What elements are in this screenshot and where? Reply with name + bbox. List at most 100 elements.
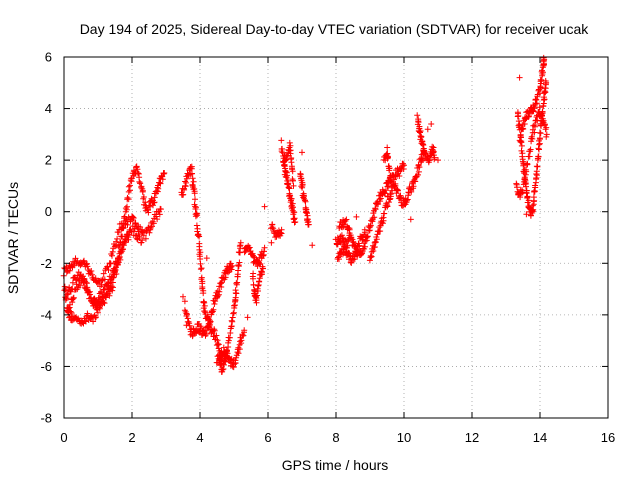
data-point: [514, 184, 520, 191]
data-point: [532, 96, 539, 103]
data-point: [124, 231, 131, 238]
data-point: [527, 212, 534, 219]
data-point: [193, 204, 199, 211]
data-point: [377, 198, 384, 205]
data-point: [191, 190, 198, 197]
data-point: [214, 293, 221, 299]
data-point: [119, 246, 126, 253]
data-point: [125, 231, 132, 238]
data-point: [139, 237, 146, 244]
data-point: [261, 203, 268, 210]
data-point: [101, 286, 108, 293]
data-point: [186, 322, 193, 329]
data-point: [350, 239, 357, 246]
data-point: [183, 179, 190, 186]
data-point: [403, 197, 410, 204]
data-point: [83, 280, 90, 287]
data-point: [199, 284, 206, 290]
data-point: [401, 162, 407, 169]
data-point: [523, 168, 530, 175]
data-point: [136, 178, 143, 185]
data-point: [232, 302, 238, 309]
x-tick-label: 16: [601, 430, 615, 445]
data-point: [299, 182, 306, 189]
data-point: [235, 267, 242, 274]
data-point: [203, 331, 210, 337]
data-point: [361, 229, 368, 236]
data-point: [388, 190, 394, 197]
data-point: [154, 216, 161, 223]
data-point: [108, 275, 115, 281]
data-point: [225, 337, 232, 344]
data-point: [222, 274, 229, 281]
x-tick-label: 2: [128, 430, 135, 445]
data-point: [182, 182, 189, 189]
data-point: [124, 203, 130, 210]
data-point: [155, 185, 162, 192]
data-point: [194, 212, 201, 219]
data-point: [542, 121, 548, 128]
data-point: [156, 211, 163, 218]
data-point: [111, 265, 118, 272]
data-point: [292, 219, 299, 225]
data-point: [109, 252, 115, 259]
data-point: [103, 294, 110, 301]
data-point: [127, 187, 133, 194]
data-point: [214, 359, 221, 366]
data-point: [519, 189, 526, 196]
data-point: [256, 278, 263, 285]
data-point: [82, 285, 89, 292]
data-point: [115, 259, 122, 266]
data-point: [67, 308, 74, 315]
y-tick-label: 6: [45, 50, 52, 65]
data-point: [287, 150, 294, 157]
data-point: [105, 280, 112, 287]
data-point: [415, 118, 422, 125]
data-point: [201, 302, 208, 309]
data-point: [391, 176, 397, 183]
x-tick-label: 8: [332, 430, 339, 445]
data-point: [201, 299, 208, 306]
data-point: [156, 179, 163, 186]
data-point: [346, 226, 353, 233]
data-point: [538, 77, 545, 84]
data-point: [125, 196, 132, 203]
y-tick-label: -2: [40, 256, 52, 271]
data-point: [236, 346, 243, 353]
data-point: [250, 281, 257, 288]
data-point: [193, 222, 200, 229]
x-axis-label: GPS time / hours: [282, 457, 389, 473]
data-point: [235, 344, 242, 351]
data-point: [93, 314, 99, 321]
data-point: [183, 311, 190, 318]
data-point: [384, 144, 391, 151]
data-point: [285, 184, 292, 191]
data-point: [288, 195, 295, 202]
data-point: [240, 332, 247, 339]
data-point: [521, 178, 528, 185]
data-point: [536, 104, 543, 111]
data-point: [236, 259, 243, 266]
data-point: [104, 264, 111, 270]
data-point: [521, 121, 528, 127]
data-point: [526, 153, 533, 160]
data-point: [231, 361, 238, 368]
data-point: [349, 257, 356, 263]
data-point: [109, 287, 116, 294]
data-point: [180, 191, 187, 198]
data-point: [218, 284, 225, 290]
data-point: [309, 242, 316, 249]
data-point: [531, 122, 538, 128]
data-point: [92, 314, 99, 321]
data-point: [64, 291, 71, 298]
data-point: [387, 177, 394, 184]
data-point: [367, 223, 374, 230]
data-point: [530, 206, 537, 213]
data-point: [543, 79, 550, 86]
data-point: [114, 260, 121, 266]
data-point: [188, 170, 195, 177]
data-point: [385, 199, 392, 206]
data-point: [517, 194, 524, 201]
y-tick-label: -4: [40, 307, 52, 322]
data-point: [286, 139, 293, 146]
